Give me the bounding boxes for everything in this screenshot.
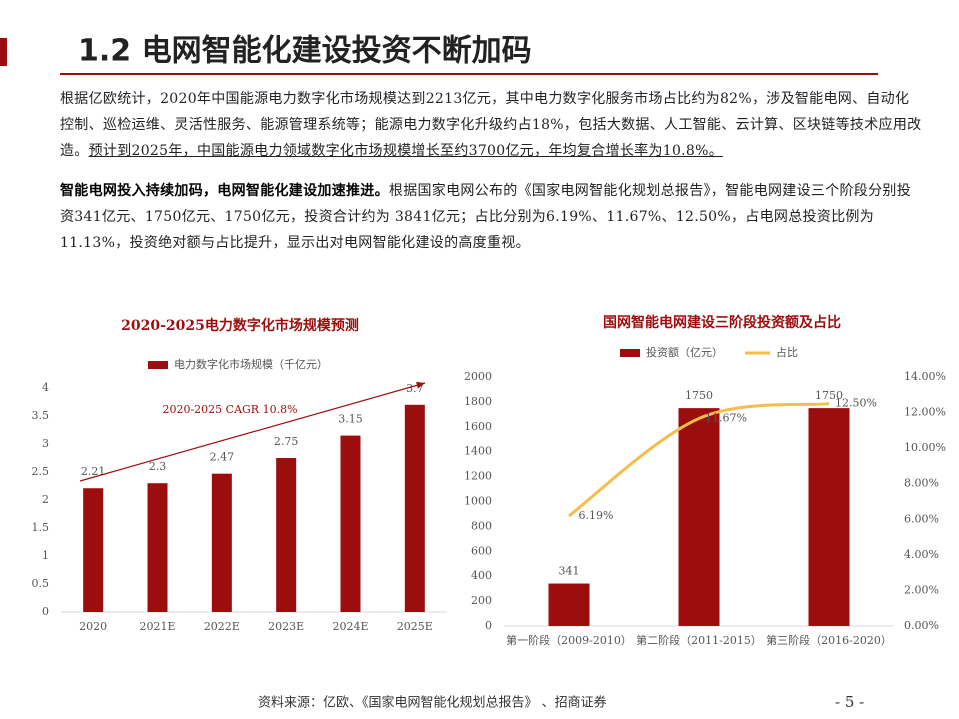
paragraph: 智能电网投入持续加码，电网智能化建设加速推进。根据国家电网公布的《国家电网智能化… — [60, 178, 922, 256]
paragraph-highlight: 预计到2025年，中国能源电力领域数字化市场规模增长至约3700亿元，年均复合增… — [88, 143, 724, 159]
chart-title: 国网智能电网建设三阶段投资额及占比 — [603, 314, 841, 331]
bar — [276, 458, 297, 612]
y-tick-label: 1200 — [464, 470, 492, 483]
y-tick-label: 400 — [471, 569, 492, 582]
paragraph-text: 根据国家电网公布的《国家电网智能化规划总报告》，智能电网建设三个阶段分别投资34… — [60, 183, 912, 251]
annotation: 2020-2025 CAGR 10.8% — [162, 403, 297, 416]
x-tick-label: 2021E — [139, 620, 175, 633]
page-number: - 5 - — [835, 693, 864, 711]
y-tick-label: 4.00% — [904, 548, 939, 561]
bar — [340, 435, 361, 612]
x-tick-label: 第一阶段（2009-2010） — [506, 633, 632, 647]
x-tick-label: 2020 — [79, 620, 107, 633]
y-tick-label: 1800 — [464, 395, 492, 408]
legend-label: 占比 — [776, 345, 798, 359]
y-tick-label: 14.00% — [904, 370, 946, 383]
bar — [404, 404, 425, 612]
y-tick-label: 1000 — [464, 495, 492, 508]
y-tick-label: 0.00% — [904, 619, 939, 632]
y-tick-label: 8.00% — [904, 477, 939, 490]
data-label: 11.67% — [705, 411, 747, 424]
bar — [83, 488, 104, 612]
y-tick-label: 10.00% — [904, 441, 946, 454]
y-tick-label: 1400 — [464, 445, 492, 458]
paragraph: 根据亿欧统计，2020年中国能源电力数字化市场规模达到2213亿元，其中电力数字… — [60, 86, 922, 164]
trend-arrow — [79, 382, 426, 482]
data-label: 2.47 — [210, 451, 235, 464]
arrow-head — [416, 381, 425, 389]
paragraph-lead: 智能电网投入持续加码，电网智能化建设加速推进。 — [60, 183, 389, 199]
title-tab — [0, 38, 7, 66]
data-label: 2.75 — [274, 435, 299, 448]
y-tick-label: 1600 — [464, 420, 492, 433]
paragraph-text: 根据亿欧统计，2020年中国能源电力数字化市场规模达到2213亿元，其中电力数字… — [60, 91, 922, 159]
y-tick-label: 200 — [471, 594, 492, 607]
y-tick-label: 2.5 — [32, 465, 50, 478]
y-tick-label: 600 — [471, 544, 492, 557]
y-tick-label: 2 — [42, 493, 49, 506]
y-tick-label: 1.5 — [32, 521, 50, 534]
legend-label: 投资额（亿元） — [646, 345, 723, 359]
page-title: 1.2 电网智能化建设投资不断加码 — [78, 34, 532, 69]
y-tick-label: 0 — [42, 605, 49, 618]
x-tick-label: 2024E — [332, 620, 368, 633]
bar — [548, 583, 590, 626]
data-label: 6.19% — [579, 509, 614, 522]
data-label: 341 — [559, 565, 580, 578]
source-note: 资料来源：亿欧、《国家电网智能化规划总报告》 、招商证券 — [258, 695, 607, 711]
line-series — [568, 402, 830, 518]
y-tick-label: 2.00% — [904, 583, 939, 596]
data-label: 1750 — [685, 389, 713, 402]
y-tick-label: 3 — [42, 437, 49, 450]
y-tick-label: 3.5 — [32, 409, 50, 422]
x-tick-label: 第二阶段（2011-2015） — [636, 633, 762, 647]
bar — [678, 408, 720, 626]
bar — [808, 408, 850, 626]
legend-swatch — [620, 349, 640, 357]
x-tick-label: 第三阶段（2016-2020） — [766, 633, 892, 647]
y-tick-label: 6.00% — [904, 512, 939, 525]
y-tick-label: 2000 — [464, 370, 492, 383]
data-label: 3.15 — [338, 413, 363, 426]
y-tick-label: 0.5 — [32, 577, 50, 590]
x-tick-label: 2023E — [268, 620, 304, 633]
y-tick-label: 1 — [42, 549, 49, 562]
x-tick-label: 2022E — [204, 620, 240, 633]
data-label: 1750 — [815, 389, 843, 402]
y-tick-label: 0 — [485, 619, 492, 632]
y-tick-label: 800 — [471, 519, 492, 532]
data-label: 12.50% — [835, 397, 877, 410]
chart-title: 2020-2025电力数字化市场规模预测 — [121, 317, 359, 334]
bar — [147, 483, 168, 612]
data-label: 2.3 — [149, 460, 167, 473]
y-tick-label: 12.00% — [904, 406, 946, 419]
legend-label: 电力数字化市场规模（千亿元） — [174, 357, 328, 371]
data-label: 2.21 — [81, 465, 106, 478]
bar — [211, 473, 232, 612]
y-tick-label: 4 — [42, 381, 49, 394]
legend-swatch — [148, 361, 168, 369]
x-tick-label: 2025E — [397, 620, 433, 633]
